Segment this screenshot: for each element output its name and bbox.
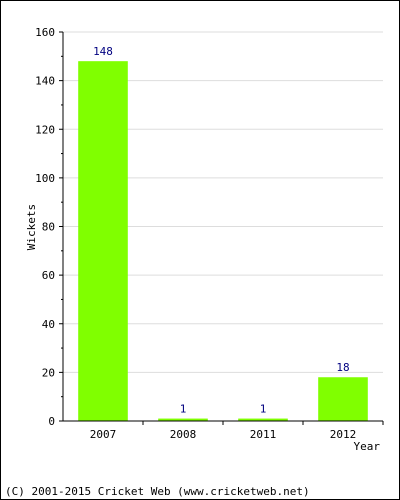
y-tick-label: 140 — [35, 75, 55, 88]
y-tick-labels: 0 20 40 60 80 100 120 140 160 — [35, 26, 55, 428]
x-tick-label-2007: 2007 — [90, 428, 117, 441]
bar-2007 — [78, 61, 128, 422]
y-tick-label: 40 — [42, 318, 55, 331]
y-tick-label: 0 — [48, 415, 55, 428]
value-label-2007: 148 — [93, 45, 113, 58]
y-tick-label: 120 — [35, 123, 55, 136]
value-label-2008: 1 — [180, 403, 187, 416]
x-axis-title: Year — [354, 440, 381, 453]
y-tick-label: 80 — [42, 221, 55, 234]
x-tick-label-2012: 2012 — [330, 428, 357, 441]
bars — [78, 61, 368, 422]
y-tick-label: 60 — [42, 269, 55, 282]
value-label-2011: 1 — [260, 403, 267, 416]
y-tick-label: 100 — [35, 172, 55, 185]
x-tick-labels: 2007 2008 2011 2012 — [90, 421, 384, 441]
copyright-footer: (C) 2001-2015 Cricket Web (www.cricketwe… — [5, 485, 310, 498]
value-label-2012: 18 — [336, 361, 349, 374]
bar-2008 — [158, 418, 208, 421]
y-tick-label: 20 — [42, 366, 55, 379]
y-tick-label: 160 — [35, 26, 55, 39]
y-axis-title: Wickets — [25, 204, 38, 250]
value-labels: 148 1 1 18 — [93, 45, 350, 415]
bar-2011 — [238, 418, 288, 421]
bar-2012 — [318, 377, 368, 421]
x-tick-label-2011: 2011 — [250, 428, 277, 441]
x-tick-label-2008: 2008 — [170, 428, 197, 441]
